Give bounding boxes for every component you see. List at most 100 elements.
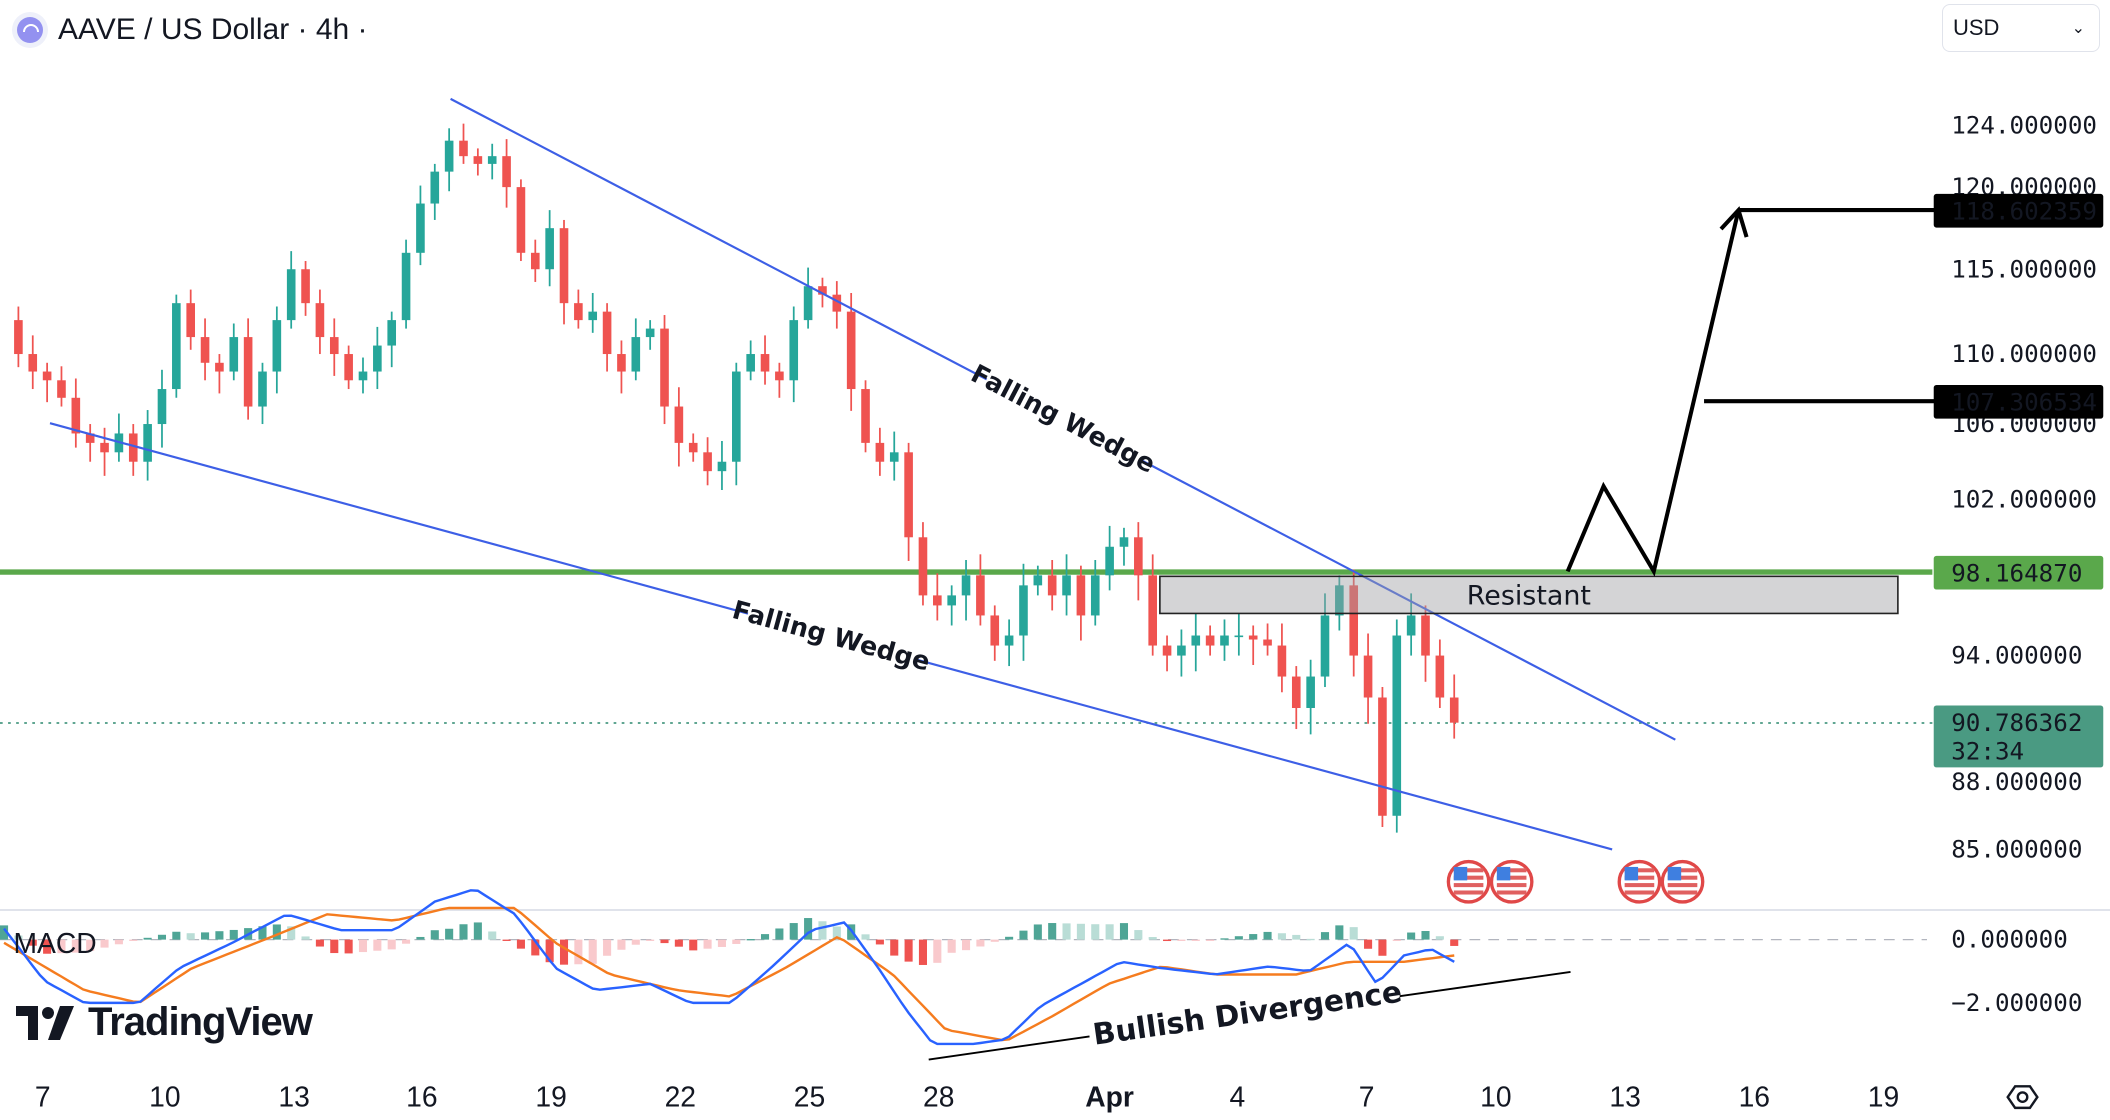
bullish-divergence-label: Bullish Divergence [1091,975,1404,1052]
flag-stripe [1667,875,1698,880]
macd-histogram-bar [0,925,9,940]
candle-body [301,269,310,304]
price-tick-label: 102.000000 [1951,485,2097,513]
candle [918,522,928,606]
lower-wedge-label-group: Falling Wedge [729,595,933,677]
time-tick-label: 10 [1480,1081,1511,1113]
macd-histogram-bar [416,936,425,940]
upper-wedge-label-bg [979,363,1148,473]
macd-histogram-bar [459,924,468,940]
candle [947,585,956,626]
candle [1363,633,1373,724]
candle [1033,565,1043,596]
candle-body [1378,697,1387,816]
candle-body [215,362,224,372]
macd-histogram-bar [559,939,569,965]
flag-stripe [1453,890,1484,895]
candle-body [100,442,109,453]
candle [373,326,382,390]
flag-stripe [1496,883,1527,888]
candle-body [746,354,755,372]
candle [172,294,181,398]
macd-histogram-bar [143,937,152,940]
price-tick-label: 115.000000 [1951,255,2097,283]
candle [717,441,727,491]
macd-histogram-bar [918,939,928,965]
macd-histogram-bar [157,934,167,940]
flag-stripe [1496,890,1527,895]
candle [1004,619,1014,667]
candle-body [1162,645,1172,656]
candle-body [1406,615,1416,636]
candle-body [1134,537,1143,576]
candle-body [229,337,239,372]
candle-body [947,595,956,606]
macd-histogram-bar [1091,924,1100,940]
resistance-zone[interactable] [1159,575,1899,615]
candle [703,437,712,486]
time-tick-label: 19 [1868,1081,1899,1113]
candle [344,345,353,390]
candle-body [602,311,612,355]
time-tick-label: 7 [35,1081,51,1113]
us-flag-icon[interactable] [1660,859,1705,904]
candle [674,387,684,467]
candle [1105,525,1114,591]
time-tick-label: 16 [406,1081,437,1113]
settings-icon[interactable] [2006,1085,2039,1110]
macd-histogram-bar [402,939,411,944]
candle [832,281,842,329]
candle-body [717,461,727,472]
time-axis[interactable]: 7 10 13 16 19 22 25 28 Apr 4 7 10 13 16 19 [35,1081,1899,1113]
flag-canton [1667,866,1682,881]
candle-body [1062,575,1071,596]
macd-histogram-bar [875,939,884,945]
candle [186,289,196,350]
currency-select[interactable]: USD ⌄ [1942,4,2100,52]
price-tick-label: 88.000000 [1951,768,2082,796]
projection-path[interactable] [1565,209,1741,577]
us-flag-icon[interactable] [1489,859,1534,904]
candle-body [358,371,368,381]
candle-body [1004,635,1014,646]
candle [574,289,583,329]
macd-histogram-bar [646,939,655,941]
candle-body [574,303,583,321]
macd-histogram-bar [229,929,238,940]
candle-body [1205,635,1215,646]
symbol-title[interactable]: AAVE / US Dollar · 4h · [58,13,368,46]
candle-body [373,345,382,372]
us-flag-icon[interactable] [1446,859,1491,904]
macd-line [3,889,1455,1046]
candle [1421,605,1430,682]
candle [1177,629,1186,677]
candle-body [933,595,942,606]
candle [286,251,296,329]
macd-tick-label: −2.000000 [1951,989,2082,1017]
time-tick-label: 19 [535,1081,566,1113]
macd-histogram-bar [674,939,683,947]
resistance-label: Resistant [1467,580,1591,611]
macd-histogram-bar [1134,930,1143,940]
tradingview-logo[interactable]: TradingView [16,1000,313,1045]
candle [961,560,971,621]
candle [588,292,598,333]
candle-body [1234,635,1244,638]
target-high-price-label-bg [1933,193,2104,228]
candle-body [14,320,23,355]
drawings-layer[interactable]: Falling Wedge Falling Wedge Resistant [49,97,1936,904]
price-axis[interactable]: 124.000000120.000000115.000000110.000000… [1933,111,2104,1017]
macd-histogram-bar [990,939,999,942]
macd-histogram-bar [1277,933,1286,940]
macd-histogram-bar [71,939,80,953]
candle-body [1435,655,1445,698]
candle-body [1291,676,1301,708]
us-flag-icon[interactable] [1617,859,1662,904]
macd-histogram-bar [1048,923,1057,940]
macd-histogram-bar [14,935,23,940]
macd-histogram-bar [574,939,583,965]
aave-logo-icon [12,12,48,48]
macd-histogram-bar [430,930,439,940]
candle-body [1033,575,1043,586]
